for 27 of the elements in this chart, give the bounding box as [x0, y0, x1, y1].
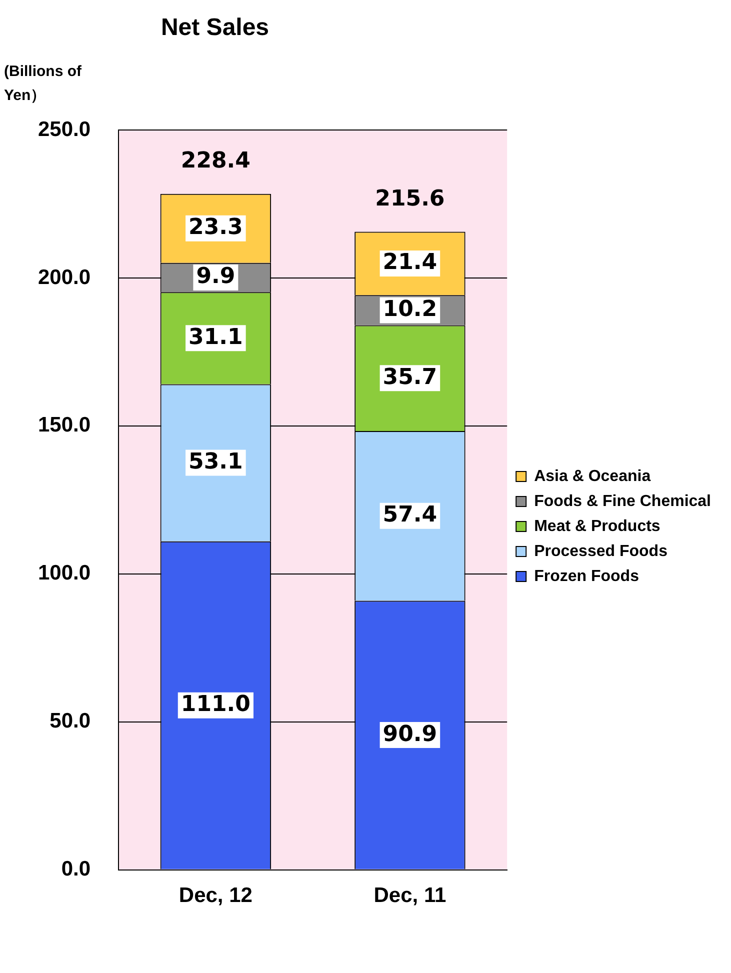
- y-tick-label: 250.0: [38, 118, 91, 141]
- legend-label: Asia & Oceania: [534, 468, 651, 485]
- total-label: 228.4: [180, 148, 250, 174]
- chart-title: Net Sales: [160, 14, 270, 42]
- legend-label: Meat & Products: [534, 518, 660, 535]
- data-label: 35.7: [382, 364, 438, 390]
- total-label: 215.6: [375, 186, 445, 212]
- data-label: 9.9: [196, 264, 236, 290]
- y-tick-label: 200.0: [38, 266, 91, 289]
- y-tick-label: 150.0: [38, 414, 91, 437]
- y-axis-title: (Billions of Yen）: [4, 62, 82, 106]
- legend-label: Frozen Foods: [534, 568, 640, 585]
- data-label: 111.0: [180, 692, 250, 718]
- data-label: 21.4: [382, 250, 438, 276]
- data-label: 90.9: [382, 722, 438, 747]
- data-label: 10.2: [382, 296, 438, 322]
- data-label: 57.4: [382, 502, 438, 528]
- y-tick-label: 50.0: [50, 710, 91, 733]
- x-tick-label: Dec, 12: [178, 884, 252, 908]
- y-tick-label: 0.0: [61, 858, 91, 881]
- legend-label: Foods & Fine Chemical: [534, 492, 712, 510]
- x-tick-label: Dec, 11: [374, 884, 446, 908]
- data-label: 23.3: [188, 215, 243, 240]
- legend-label: Processed Foods: [534, 542, 668, 560]
- data-label: 31.1: [188, 324, 243, 350]
- y-tick-label: 100.0: [38, 562, 91, 585]
- data-label: 53.1: [188, 449, 243, 474]
